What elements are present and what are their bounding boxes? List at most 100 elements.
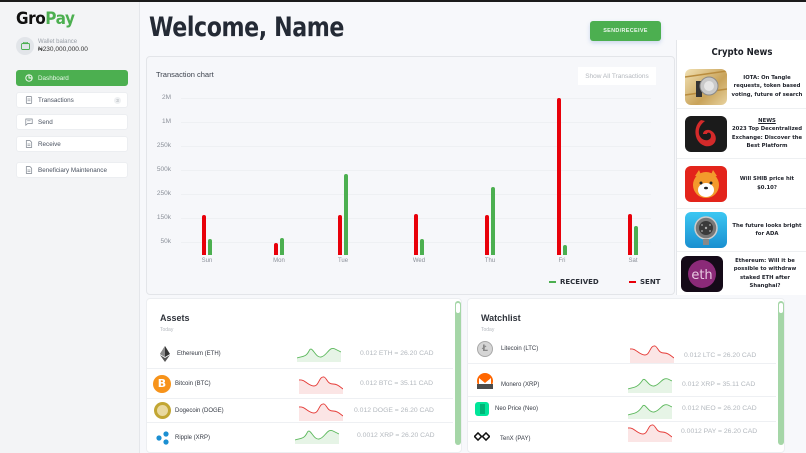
sidebar-item-label: Send (38, 118, 53, 126)
scrollbar-thumb[interactable] (779, 303, 783, 313)
bar-received-sat[interactable] (634, 226, 638, 255)
assets-title: Assets (160, 313, 190, 323)
watchlist-name: Litecoin (LTC) (501, 345, 539, 352)
cardano-coin-thumbnail (685, 212, 727, 248)
bar-received-mon[interactable] (280, 238, 284, 255)
watchlist-price: 0.012 NEO = 26.20 CAD (682, 405, 757, 412)
sidebar-item-dashboard[interactable]: Dashboard (16, 70, 128, 86)
legend-received[interactable]: RECEIVED (549, 278, 599, 286)
bar-sent-mon[interactable] (274, 242, 278, 255)
gridline (181, 194, 651, 195)
y-tick-label: 1M (161, 118, 171, 125)
asset-row[interactable]: B Bitcoin (BTC) 0.012 BTC = 35.11 CAD (147, 369, 453, 399)
news-headline: Will SHIB price hit $0.10? (739, 176, 795, 191)
neo-icon (475, 402, 489, 416)
bar-received-sun[interactable] (208, 238, 212, 255)
y-tick-label: 250k (156, 142, 171, 149)
sparkline-up (297, 348, 341, 362)
news-headline: NEWS 2023 Top Decentralized Exchange: Dis… (731, 117, 803, 150)
watchlist-price: 0.012 XRP = 35.11 CAD (682, 381, 756, 388)
wallet-balance: Wallet balance ₦230,000,000.00 (16, 37, 88, 55)
news-headline: The future looks bright for ADA (732, 222, 802, 238)
asset-name: Ethereum (ETH) (177, 350, 221, 357)
news-item[interactable]: The future looks bright for ADA (677, 209, 806, 252)
watchlist-subtitle: Today (481, 327, 495, 333)
chart-title: Transaction chart (156, 70, 214, 79)
document-icon (25, 96, 33, 104)
asset-name: Bitcoin (BTC) (175, 380, 211, 387)
x-tick-label: Sun (201, 258, 213, 264)
asset-row[interactable]: Ripple (XRP) 0.0012 XRP = 26.20 CAD (147, 423, 453, 453)
asset-row[interactable]: Dogecoin (DOGE) 0.012 DOGE = 26.20 CAD (147, 399, 453, 423)
bar-received-fri[interactable] (563, 244, 567, 255)
x-tick-label: Wed (412, 258, 426, 264)
shiba-inu-thumbnail (685, 165, 727, 202)
watchlist-row[interactable]: Monero (XRP) 0.012 XRP = 35.11 CAD (468, 365, 776, 397)
y-tick-label: 250k (156, 190, 171, 197)
logo-text-pay: Pay (45, 9, 75, 29)
news-item[interactable]: NEWS 2023 Top Decentralized Exchange: Dis… (677, 109, 806, 159)
gridline (181, 122, 651, 123)
watchlist-title: Watchlist (481, 313, 521, 323)
send-receive-button[interactable]: SEND/RECEIVE (590, 21, 661, 41)
wallet-balance-label: Wallet balance (38, 39, 78, 45)
sidebar-item-receive[interactable]: Receive (16, 136, 128, 152)
show-all-transactions-button[interactable]: Show All Transactions (578, 67, 656, 85)
watchlist-row[interactable]: Neo Price (Neo) 0.012 NEO = 26.20 CAD (468, 397, 776, 422)
sidebar-item-send[interactable]: Send (16, 114, 128, 130)
wallet-icon (16, 37, 34, 55)
y-tick-label: 50k (160, 238, 171, 245)
assets-scrollbar[interactable] (455, 301, 461, 445)
bar-received-tue[interactable] (344, 174, 348, 255)
bar-received-wed[interactable] (420, 238, 424, 255)
bar-sent-sat[interactable] (628, 214, 632, 255)
monero-icon (477, 372, 493, 389)
bar-received-thu[interactable] (491, 186, 495, 255)
sparkline-down (299, 403, 343, 421)
asset-row[interactable]: Ethereum (ETH) 0.012 ETH = 26.20 CAD (147, 339, 453, 369)
watchlist-row[interactable]: Ł Litecoin (LTC) 0.012 LTC = 26.20 CAD (468, 334, 776, 364)
dogecoin-icon (154, 402, 171, 419)
bar-sent-tue[interactable] (338, 214, 342, 255)
asset-name: Ripple (XRP) (175, 435, 211, 441)
legend-label: RECEIVED (560, 278, 599, 286)
sidebar-item-label: Beneficiary Maintenance (38, 166, 107, 174)
bar-sent-sun[interactable] (202, 214, 206, 255)
message-icon (25, 118, 33, 126)
litecoin-icon: Ł (477, 340, 493, 357)
watchlist-name: TenX (PAY) (500, 436, 531, 442)
asset-name: Dogecoin (DOGE) (175, 407, 224, 414)
bar-sent-fri[interactable] (557, 98, 561, 255)
app-logo[interactable]: GroPay (16, 9, 75, 29)
watchlist-row[interactable]: TenX (PAY) 0.0012 PAY = 26.20 CAD (468, 422, 776, 452)
watchlist-price: 0.0012 PAY = 26.20 CAD (681, 428, 758, 435)
gridline (181, 170, 651, 171)
sidebar-nav: Dashboard Transactions 3 Send Receive (16, 70, 128, 184)
sidebar: GroPay Wallet balance ₦230,000,000.00 Da… (0, 2, 140, 453)
sidebar-item-label: Receive (38, 140, 61, 148)
logo-text-gro: Gro (16, 9, 46, 29)
legend-swatch-received (549, 281, 556, 283)
x-tick-label: Tue (337, 258, 349, 264)
watchlist-scrollbar[interactable] (778, 301, 784, 445)
sidebar-item-beneficiary-maintenance[interactable]: Beneficiary Maintenance (16, 162, 128, 178)
assets-card: Assets Today Ethereum (ETH) 0.012 ETH = … (146, 298, 462, 453)
news-item[interactable]: IOTA: On Tangle requests, token based vo… (677, 65, 806, 109)
y-tick-label: 150k (156, 214, 171, 221)
ripple-icon (155, 430, 171, 446)
sidebar-item-transactions[interactable]: Transactions 3 (16, 92, 128, 108)
bar-sent-thu[interactable] (485, 214, 489, 255)
pie-chart-icon (25, 74, 33, 82)
watchlist-name: Monero (XRP) (501, 381, 540, 388)
gridline (181, 146, 651, 147)
x-tick-label: Thu (484, 258, 496, 264)
sparkline-down (299, 376, 343, 394)
scrollbar-thumb[interactable] (456, 303, 460, 313)
sparkline-down (630, 345, 674, 363)
news-item[interactable]: eth Ethereum: Will it be possible to wit… (677, 252, 806, 295)
legend-sent[interactable]: SENT (629, 278, 660, 286)
news-item[interactable]: Will SHIB price hit $0.10? (677, 159, 806, 209)
bar-sent-wed[interactable] (414, 214, 418, 255)
y-tick-label: 500k (156, 166, 171, 173)
asset-price: 0.012 ETH = 26.20 CAD (360, 350, 434, 357)
